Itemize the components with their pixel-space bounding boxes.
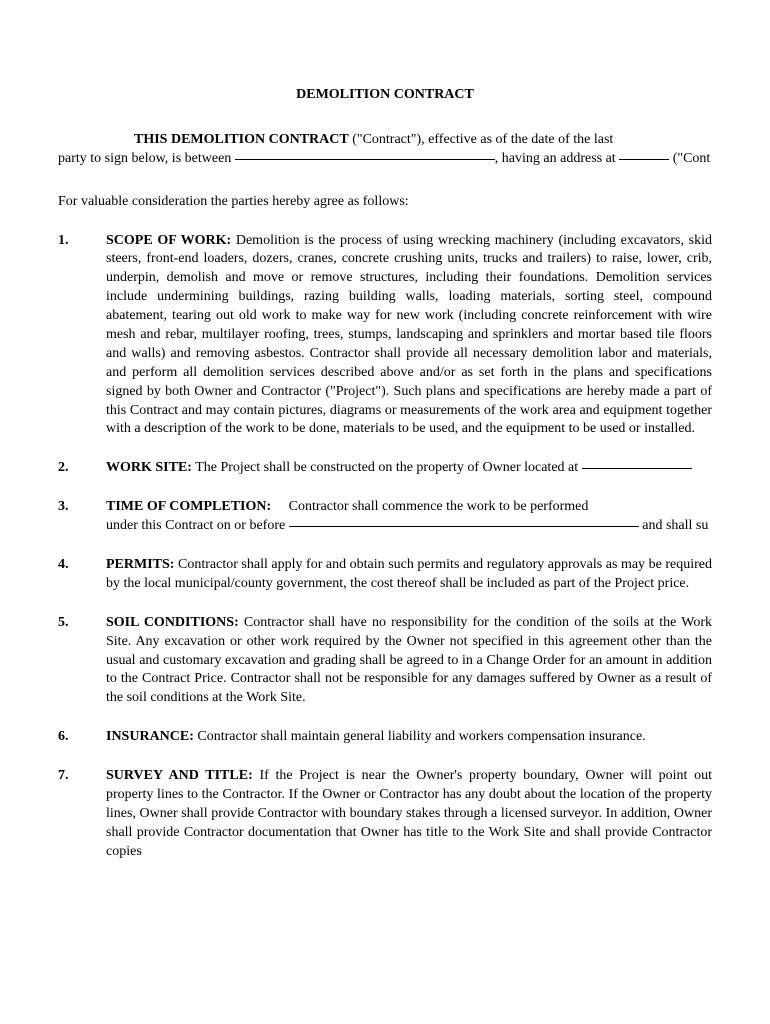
section-3: 3. TIME OF COMPLETION: Contractor shall …	[58, 498, 712, 536]
section-heading-6: INSURANCE:	[106, 729, 194, 744]
intro-after-lead: ("Contract"), effective as of the date o…	[349, 132, 614, 147]
intro-line2a: party to sign below, is between	[58, 151, 235, 166]
section-body-6: Contractor shall maintain general liabil…	[194, 729, 646, 744]
section-heading-2: WORK SITE:	[106, 460, 192, 475]
section-num-5: 5.	[58, 614, 106, 708]
intro-line2b: , having an address at	[495, 151, 619, 166]
blank-date[interactable]	[289, 526, 639, 527]
section-body-3a: Contractor shall commence the work to be…	[271, 499, 588, 514]
section-num-2: 2.	[58, 459, 106, 478]
consideration-text: For valuable consideration the parties h…	[58, 193, 712, 212]
document-title: DEMOLITION CONTRACT	[58, 86, 712, 105]
section-heading-4: PERMITS:	[106, 557, 174, 572]
blank-party[interactable]	[235, 159, 495, 160]
intro-paragraph: THIS DEMOLITION CONTRACT ("Contract"), e…	[58, 131, 712, 169]
section-heading-7: SURVEY AND TITLE:	[106, 768, 253, 783]
section-body-3a2: under this Contract on or before	[106, 518, 289, 533]
section-7: 7. SURVEY AND TITLE: If the Project is n…	[58, 767, 712, 861]
section-4: 4. PERMITS: Contractor shall apply for a…	[58, 556, 712, 594]
section-heading-5: SOIL CONDITIONS:	[106, 615, 239, 630]
section-num-7: 7.	[58, 767, 106, 861]
section-num-3: 3.	[58, 498, 106, 536]
section-num-1: 1.	[58, 232, 106, 440]
section-heading-1: SCOPE OF WORK:	[106, 233, 231, 248]
section-1: 1. SCOPE OF WORK: Demolition is the proc…	[58, 232, 712, 440]
section-num-4: 4.	[58, 556, 106, 594]
section-2: 2. WORK SITE: The Project shall be const…	[58, 459, 712, 478]
intro-line2c: ("Cont	[669, 151, 710, 166]
intro-lead: THIS DEMOLITION CONTRACT	[134, 132, 349, 147]
section-body-4: Contractor shall apply for and obtain su…	[106, 557, 712, 591]
section-5: 5. SOIL CONDITIONS: Contractor shall hav…	[58, 614, 712, 708]
blank-worksite[interactable]	[582, 468, 692, 469]
blank-address[interactable]	[619, 159, 669, 160]
section-body-1: Demolition is the process of using wreck…	[106, 233, 712, 437]
section-6: 6. INSURANCE: Contractor shall maintain …	[58, 728, 712, 747]
section-heading-3: TIME OF COMPLETION:	[106, 499, 271, 514]
section-body-2: The Project shall be constructed on the …	[192, 460, 582, 475]
section-num-6: 6.	[58, 728, 106, 747]
section-body-3b: and shall su	[639, 518, 709, 533]
